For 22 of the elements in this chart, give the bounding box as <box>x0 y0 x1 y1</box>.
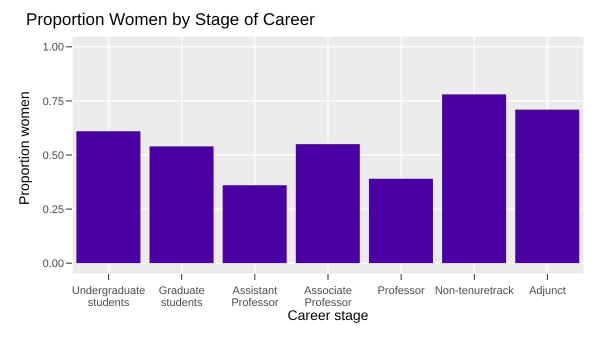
y-tick-label: 0.25 <box>42 204 64 216</box>
y-tick-label: 0.00 <box>42 258 64 270</box>
y-axis-title: Proportion women <box>16 91 32 205</box>
x-tick-label: Adjunct <box>529 285 566 297</box>
x-tick-label: Undergraduate students <box>72 285 146 309</box>
bar <box>76 131 140 264</box>
y-tick-label: 1.00 <box>42 42 64 54</box>
x-tick-label: Assistant Professor <box>231 285 279 309</box>
bar <box>442 94 506 264</box>
chart-title: Proportion Women by Stage of Career <box>26 10 315 30</box>
x-tick-label: Professor <box>378 285 426 297</box>
bar <box>296 144 360 264</box>
y-tick-label: 0.75 <box>42 96 64 108</box>
x-tick-label: Graduate students <box>158 285 205 309</box>
x-axis-title: Career stage <box>288 306 369 323</box>
x-tick-label: Associate Professor <box>304 285 352 309</box>
bar <box>222 185 287 264</box>
x-tick-label: Non-tenuretrack <box>434 285 514 297</box>
y-tick-label: 0.50 <box>42 150 64 162</box>
bar <box>515 110 580 264</box>
bar <box>150 146 214 264</box>
bar <box>368 178 433 264</box>
